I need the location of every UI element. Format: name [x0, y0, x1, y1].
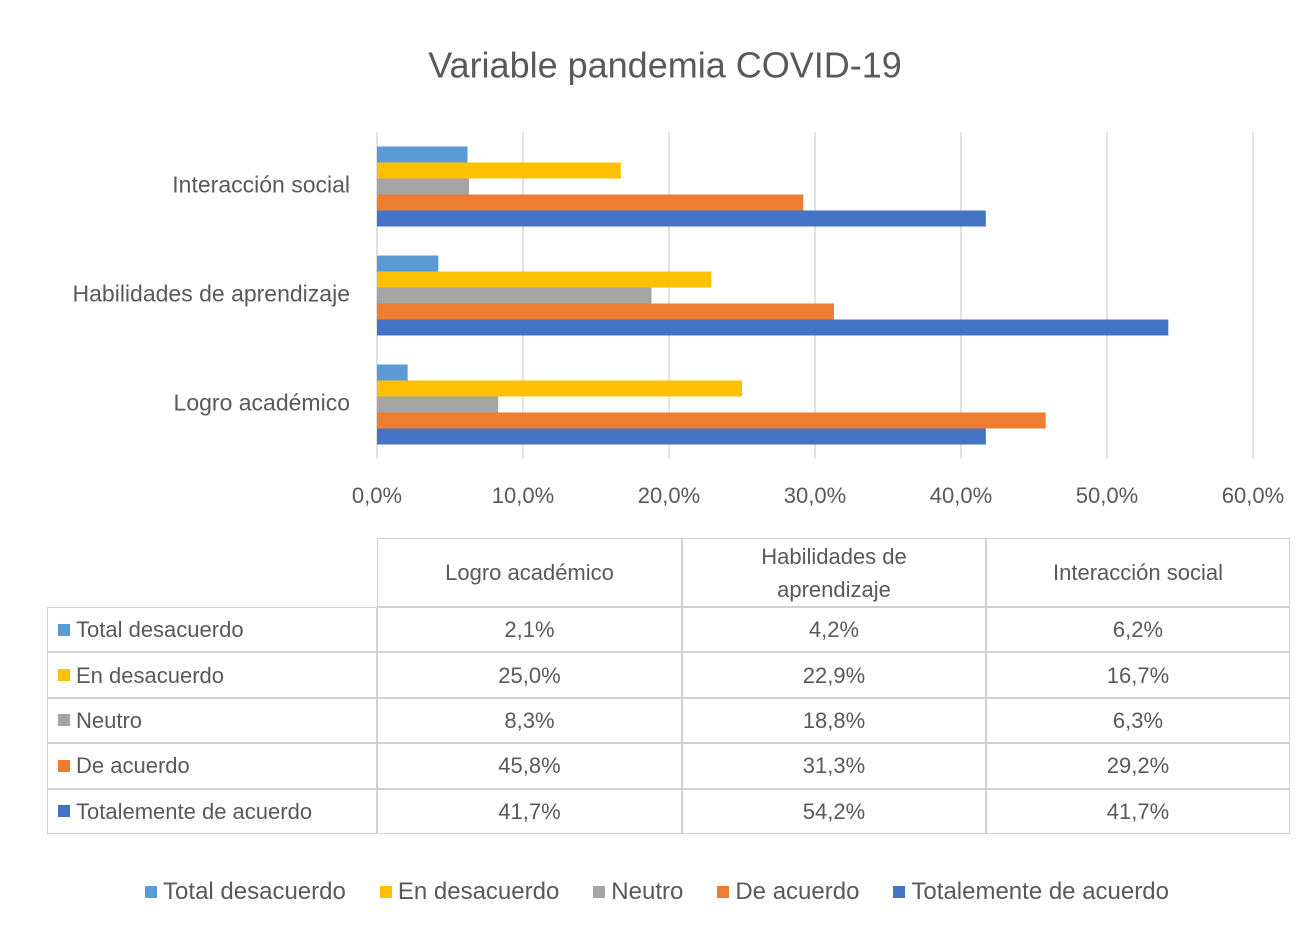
- table-cell: 29,2%: [986, 743, 1290, 789]
- legend-label: Totalemente de acuerdo: [911, 878, 1169, 905]
- x-tick-label: 20,0%: [638, 483, 700, 508]
- legend-key: [58, 759, 70, 772]
- legend-item: Total desacuerdo: [145, 878, 346, 906]
- table-cell: 41,7%: [377, 788, 682, 834]
- legend-key: [593, 886, 606, 898]
- legend-key: [58, 805, 70, 818]
- bar: [377, 287, 652, 304]
- table-cell: 16,7%: [986, 652, 1290, 698]
- x-tick-label: 10,0%: [492, 483, 554, 508]
- table-cell: 45,8%: [377, 743, 682, 789]
- table-cell: 4,2%: [682, 607, 986, 653]
- table-header: Logro académico: [377, 538, 682, 607]
- bar: [377, 146, 468, 163]
- table-row-label: Neutro: [47, 697, 377, 744]
- legend-label: En desacuerdo: [397, 878, 560, 905]
- series-name: Total desacuerdo: [76, 617, 244, 643]
- legend-key: [58, 623, 70, 636]
- table-cell: 2,1%: [377, 607, 682, 653]
- bar: [377, 303, 834, 320]
- legend-item: De acuerdo: [717, 878, 859, 906]
- legend-key: [379, 886, 392, 898]
- legend-item: En desacuerdo: [379, 878, 560, 906]
- series-name: En desacuerdo: [76, 662, 224, 688]
- table-cell: 6,2%: [986, 607, 1290, 653]
- chart-title: Variable pandemia COVID-19: [428, 45, 902, 86]
- bar: [377, 428, 986, 445]
- legend-item: Neutro: [593, 878, 683, 906]
- bar: [377, 380, 742, 397]
- table-row-label: Totalemente de acuerdo: [47, 788, 377, 834]
- legend-key: [58, 714, 70, 727]
- table-row-label: Total desacuerdo: [47, 607, 377, 653]
- y-tick-label: Logro académico: [174, 390, 350, 416]
- y-tick-label: Habilidades de aprendizaje: [73, 281, 350, 307]
- x-tick-label: 50,0%: [1076, 483, 1138, 508]
- bar: [377, 210, 986, 227]
- legend-key: [145, 886, 158, 898]
- series-name: Neutro: [76, 707, 143, 733]
- bar: [377, 194, 804, 211]
- bar: [377, 162, 621, 179]
- x-tick-label: 40,0%: [930, 483, 992, 508]
- legend-label: Total desacuerdo: [163, 878, 346, 905]
- series-name: De acuerdo: [76, 753, 190, 779]
- table-cell: 31,3%: [682, 743, 986, 789]
- legend-label: De acuerdo: [735, 878, 860, 905]
- legend-key: [58, 669, 70, 682]
- table-cell: 6,3%: [986, 697, 1290, 744]
- table-cell: 25,0%: [377, 652, 682, 698]
- bar: [377, 319, 1169, 336]
- table-row-label: En desacuerdo: [47, 652, 377, 698]
- series-name: Totalemente de acuerdo: [76, 798, 313, 824]
- x-tick-label: 60,0%: [1222, 483, 1284, 508]
- bar: [377, 364, 408, 381]
- table-cell: 8,3%: [377, 697, 682, 744]
- table-cell: 54,2%: [682, 788, 986, 834]
- bar: [377, 271, 712, 288]
- bar: [377, 412, 1046, 429]
- legend-label: Neutro: [611, 878, 684, 905]
- legend-key: [717, 886, 730, 898]
- x-tick-label: 30,0%: [784, 483, 846, 508]
- bar: [377, 255, 439, 272]
- table-cell: 22,9%: [682, 652, 986, 698]
- bar: [377, 396, 499, 413]
- bar: [377, 178, 469, 195]
- table-header: Habilidades de aprendizaje: [682, 538, 986, 607]
- table-header: Interacción social: [986, 538, 1290, 607]
- x-tick-label: 0,0%: [352, 483, 402, 508]
- table-cell: 18,8%: [682, 697, 986, 744]
- table-cell: 41,7%: [986, 788, 1290, 834]
- table-row-label: De acuerdo: [47, 743, 377, 789]
- legend-item: Totalemente de acuerdo: [893, 878, 1169, 906]
- y-tick-label: Interacción social: [172, 172, 350, 198]
- legend: Total desacuerdo En desacuerdo Neutro De ac…: [0, 878, 1314, 906]
- legend-key: [893, 886, 906, 898]
